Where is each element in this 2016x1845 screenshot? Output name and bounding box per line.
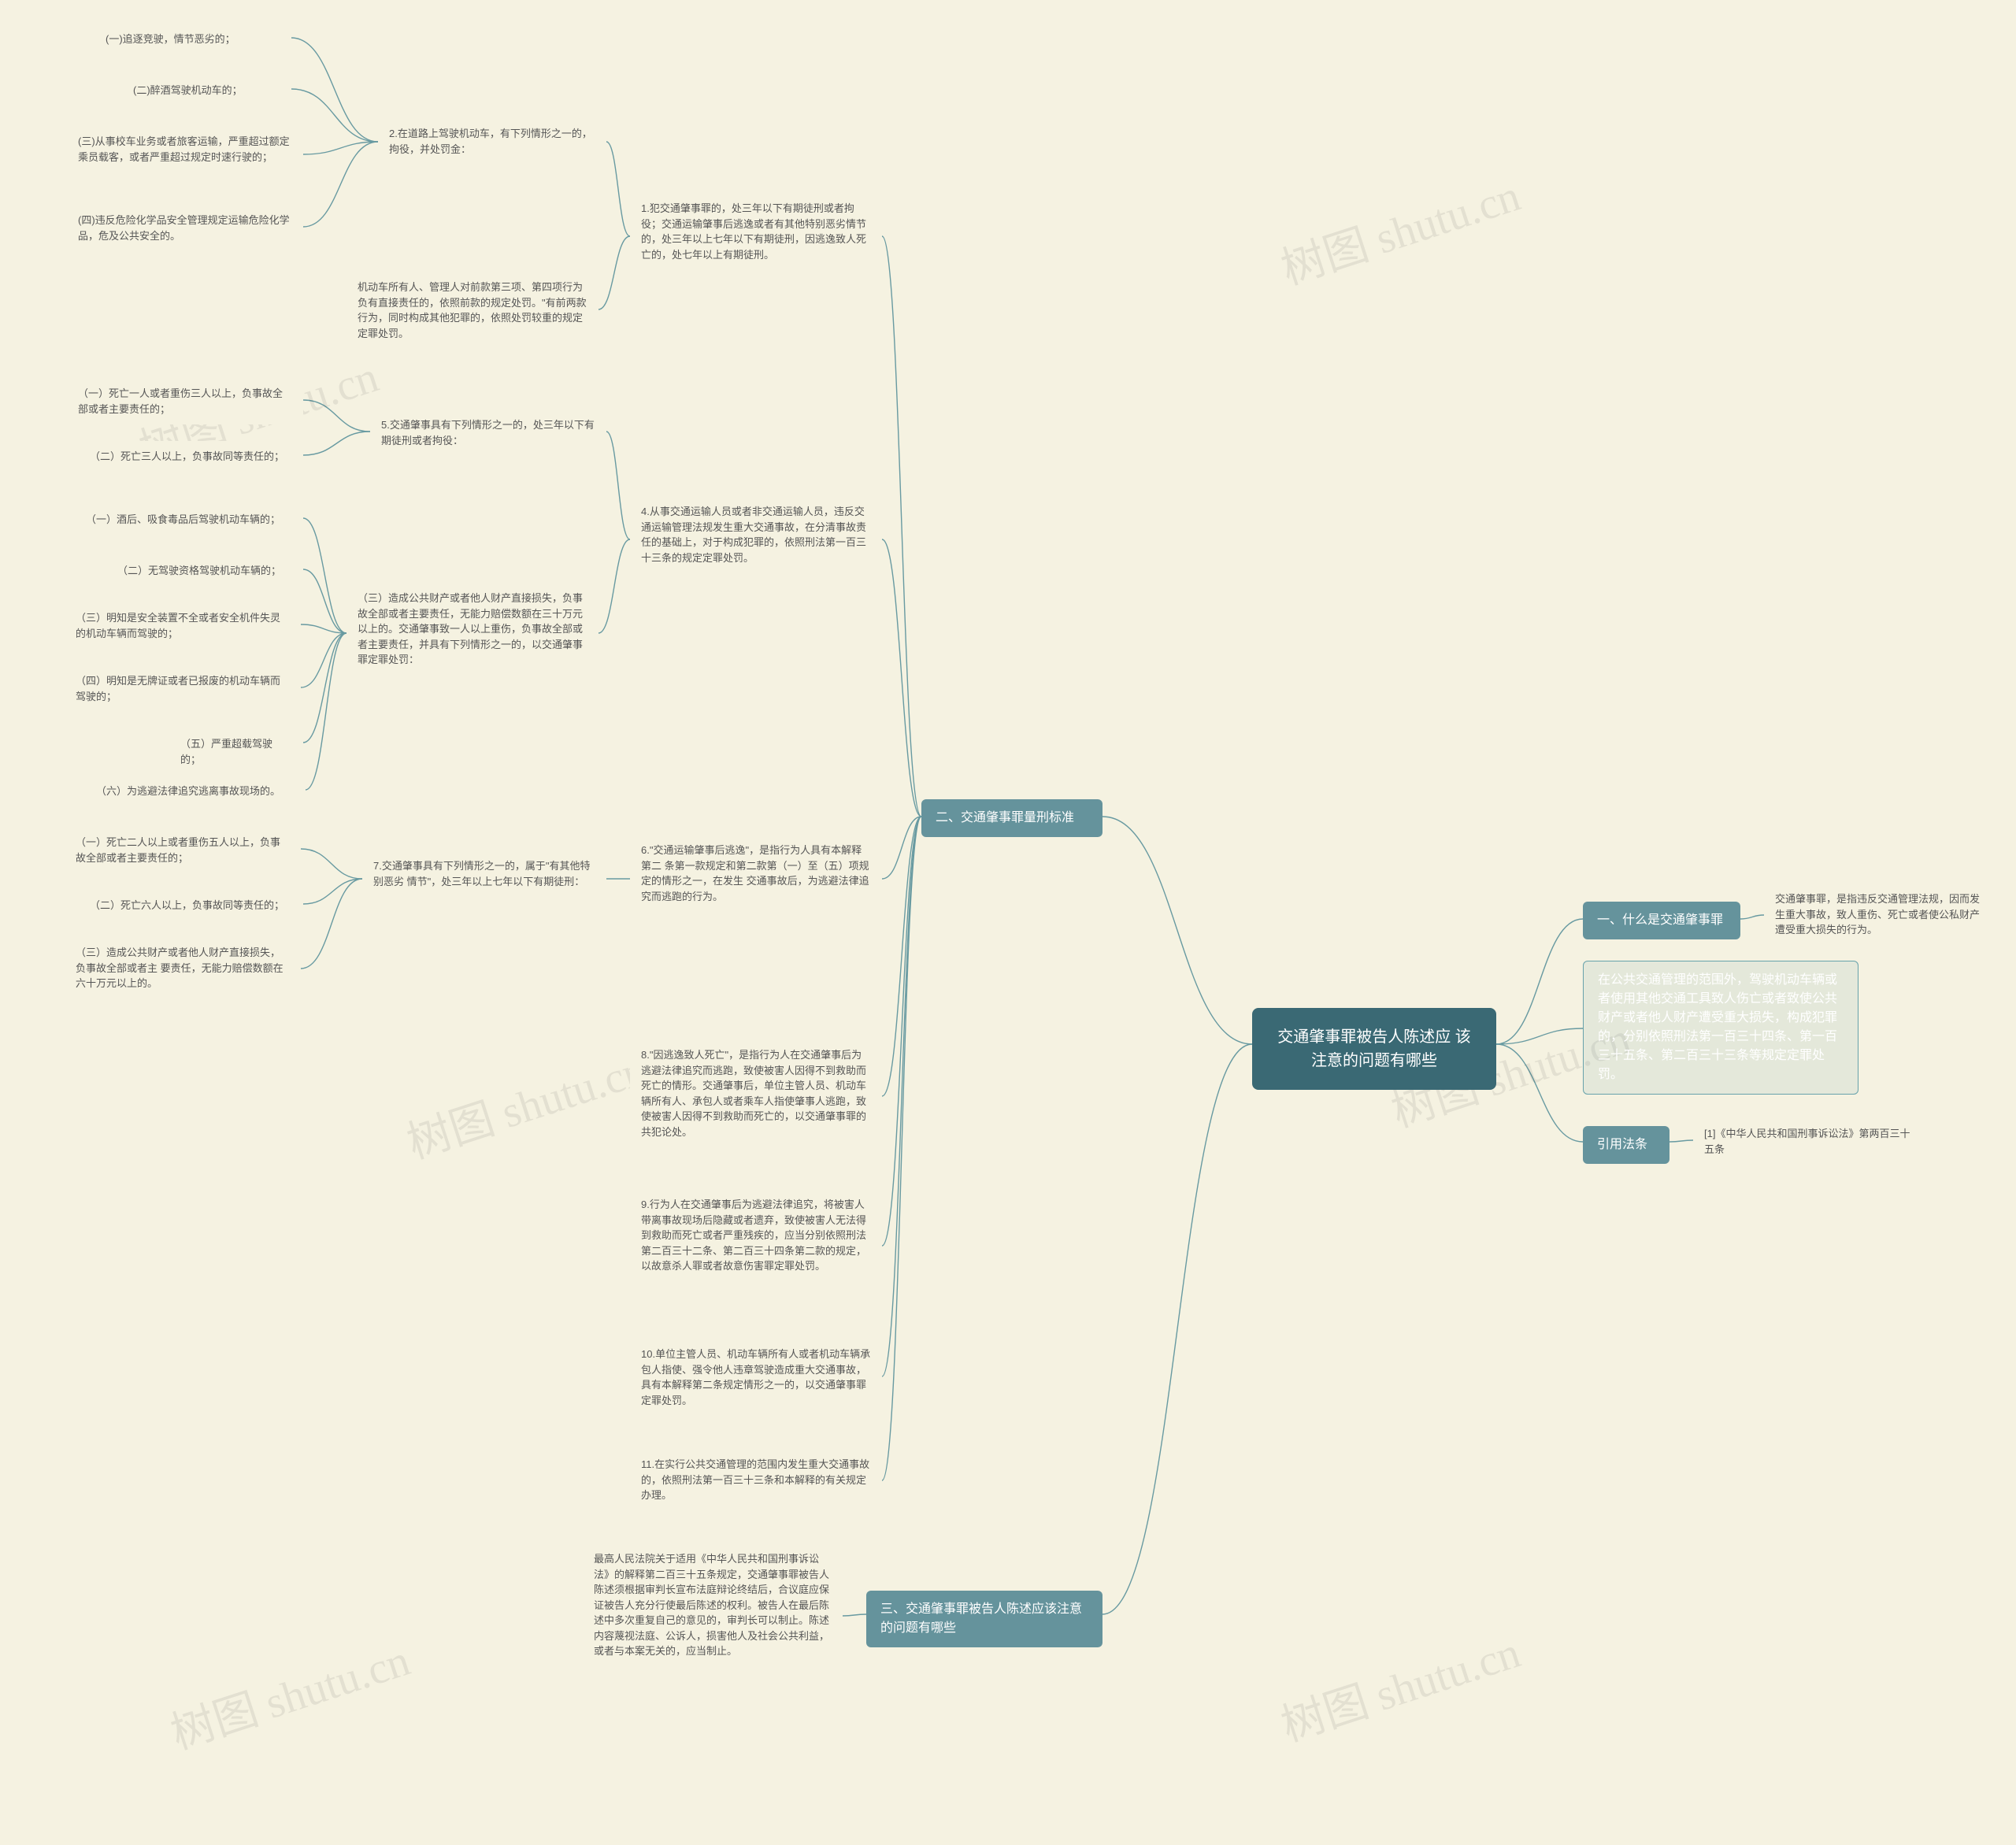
mindmap-node[interactable]: （二）死亡三人以上，负事故同等责任的； (79, 441, 303, 472)
mindmap-node[interactable]: 1.犯交通肇事罪的，处三年以下有期徒刑或者拘役；交通运输肇事后逃逸或者有其他特别… (630, 193, 882, 270)
mindmap-node[interactable]: (四)违反危险化学品安全管理规定运输危险化学品，危及公共安全的。 (67, 205, 303, 251)
mindmap-node[interactable]: 4.从事交通运输人员或者非交通运输人员，违反交通运输管理法规发生重大交通事故，在… (630, 496, 882, 573)
mindmap-node[interactable]: [1]《中华人民共和国刑事诉讼法》第两百三十五条 (1693, 1118, 1929, 1165)
mindmap-node[interactable]: (二)醉酒驾驶机动车的； (122, 75, 291, 106)
mindmap-node[interactable]: 三、交通肇事罪被告人陈述应该注意的问题有哪些 (866, 1591, 1102, 1647)
mindmap-node[interactable]: (一)追逐竞驶，情节恶劣的； (94, 24, 291, 55)
mindmap-node[interactable]: （三）明知是安全装置不全或者安全机件失灵的机动车辆而驾驶的； (65, 602, 301, 649)
mindmap-node[interactable]: （三）造成公共财产或者他人财产直接损失，负事故全部或者主 要责任，无能力赔偿数额… (65, 937, 301, 999)
mindmap-node[interactable]: 2.在道路上驾驶机动车，有下列情形之一的，拘役，并处罚金： (378, 118, 606, 165)
mindmap-node[interactable]: （六）为逃避法律追究逃离事故现场的。 (85, 776, 306, 807)
mindmap-node[interactable]: （一）死亡一人或者重伤三人以上，负事故全部或者主要责任的； (67, 378, 303, 424)
root-node[interactable]: 交通肇事罪被告人陈述应 该注意的问题有哪些 (1252, 1008, 1496, 1090)
mindmap-node[interactable]: 在公共交通管理的范围外，驾驶机动车辆或者使用其他交通工具致人伤亡或者致使公共财产… (1583, 961, 1858, 1095)
mindmap-node[interactable]: 一、什么是交通肇事罪 (1583, 902, 1740, 939)
mindmap-node[interactable]: （一）酒后、吸食毒品后驾驶机动车辆的； (75, 504, 303, 535)
mindmap-node[interactable]: 7.交通肇事具有下列情形之一的，属于"有其他特别恶劣 情节"，处三年以上七年以下… (362, 850, 606, 897)
mindmap-node[interactable]: 引用法条 (1583, 1126, 1670, 1164)
mindmap-node[interactable]: （三）造成公共财产或者他人财产直接损失，负事故全部或者主要责任，无能力赔偿数额在… (346, 583, 598, 676)
watermark: 树图 shutu.cn (161, 1625, 417, 1762)
mindmap-node[interactable]: 机动车所有人、管理人对前款第三项、第四项行为负有直接责任的，依照前款的规定处罚。… (346, 272, 598, 349)
mindmap-canvas: 树图 shutu.cn 树图 shutu.cn 树图 shutu.cn 树图 s… (0, 0, 2016, 1845)
watermark: 树图 shutu.cn (398, 1034, 653, 1171)
mindmap-node[interactable]: 交通肇事罪，是指违反交通管理法规，因而发生重大事故，致人重伤、死亡或者使公私财产… (1764, 884, 2000, 946)
mindmap-node[interactable]: 二、交通肇事罪量刑标准 (921, 799, 1102, 837)
mindmap-node[interactable]: （一）死亡二人以上或者重伤五人以上，负事故全部或者主要责任的； (65, 827, 301, 873)
mindmap-node[interactable]: （二）死亡六人以上，负事故同等责任的； (79, 890, 303, 921)
mindmap-node[interactable]: （四）明知是无牌证或者已报废的机动车辆而驾驶的； (65, 665, 301, 712)
mindmap-node[interactable]: 11.在实行公共交通管理的范围内发生重大交通事故的，依照刑法第一百三十三条和本解… (630, 1449, 882, 1511)
mindmap-node[interactable]: （二）无驾驶资格驾驶机动车辆的； (106, 555, 303, 587)
mindmap-node[interactable]: 5.交通肇事具有下列情形之一的，处三年以下有期徒刑或者拘役： (370, 409, 606, 456)
mindmap-node[interactable]: 最高人民法院关于适用《中华人民共和国刑事诉讼法》的解释第二百三十五条规定，交通肇… (583, 1543, 843, 1667)
mindmap-node[interactable]: 6."交通运输肇事后逃逸"，是指行为人具有本解释第二 条第一款规定和第二款第（一… (630, 835, 882, 912)
mindmap-node[interactable]: 8."因逃逸致人死亡"，是指行为人在交通肇事后为逃避法律追究而逃跑，致使被害人因… (630, 1039, 882, 1147)
mindmap-node[interactable]: (三)从事校车业务或者旅客运输，严重超过额定乘员载客，或者严重超过规定时速行驶的… (67, 126, 303, 172)
watermark: 树图 shutu.cn (1272, 1617, 1527, 1754)
mindmap-node[interactable]: 10.单位主管人员、机动车辆所有人或者机动车辆承包人指使、强令他人违章驾驶造成重… (630, 1339, 882, 1416)
mindmap-node[interactable]: （五）严重超载驾驶的； (169, 728, 303, 775)
mindmap-node[interactable]: 9.行为人在交通肇事后为逃避法律追究，将被害人带离事故现场后隐藏或者遗弃，致使被… (630, 1189, 882, 1282)
watermark: 树图 shutu.cn (1272, 160, 1527, 297)
